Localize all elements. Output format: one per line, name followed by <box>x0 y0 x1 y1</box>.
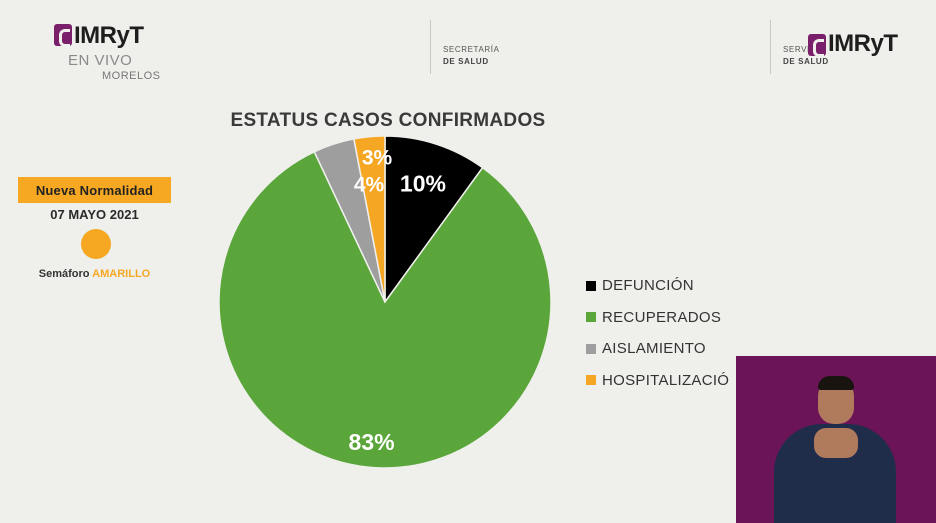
legend-item: HOSPITALIZACIÓ <box>586 365 736 397</box>
logo-left-text: IMRyT <box>74 22 144 49</box>
interpreter-video-inset <box>736 356 936 523</box>
servicios-line1: SERVI <box>783 45 810 54</box>
legend-item: AISLAMIENTO <box>586 333 736 365</box>
pie-label-defunción: 10% <box>400 170 446 196</box>
header-divider <box>430 20 431 74</box>
imryt-mark-icon <box>808 34 826 57</box>
legend-swatch <box>586 280 596 291</box>
pie-slice-hospitalización <box>353 135 386 303</box>
semaforo-light-icon <box>81 229 111 259</box>
semaforo-label: Semáforo AMARILLO <box>18 268 171 280</box>
logo-right-text: IMRyT <box>828 30 898 57</box>
legend-item: DEFUNCIÓN <box>586 270 736 302</box>
pie-slice-defunción <box>384 135 484 305</box>
semaforo-value: AMARILLO <box>92 268 151 280</box>
pie-chart: 10% 83% 4% 3% <box>218 135 552 469</box>
servicios-salud-logo: SERVI DE SALUD <box>783 44 829 68</box>
legend-item: RECUPERADOS <box>586 302 736 334</box>
imryt-logo-left: IMRyT EN VIVO MORELOS <box>54 22 174 84</box>
logo-left-sub2: MORELOS <box>102 70 161 82</box>
interpreter-hands <box>814 428 858 458</box>
report-date: 07 MAYO 2021 <box>50 207 139 222</box>
secretaria-line1: SECRETARÍA <box>443 45 500 54</box>
pie-label-recuperados: 83% <box>349 429 395 455</box>
legend-label: HOSPITALIZACIÓ <box>602 371 730 389</box>
interpreter-hair <box>818 376 854 390</box>
pie-slice-recuperados <box>218 150 552 469</box>
logo-left-sub: EN VIVO <box>68 52 133 69</box>
legend-label: AISLAMIENTO <box>602 340 706 358</box>
header-divider <box>770 20 771 74</box>
pie-label-hospitalización: 3% <box>362 147 393 170</box>
nueva-normalidad-badge: Nueva Normalidad <box>18 177 171 203</box>
servicios-line2: DE SALUD <box>783 57 829 66</box>
semaforo-prefix: Semáforo <box>38 268 93 280</box>
legend-label: RECUPERADOS <box>602 308 722 326</box>
imryt-mark-icon <box>54 24 72 47</box>
secretaria-line2: DE SALUD <box>443 57 489 66</box>
legend-swatch <box>586 343 596 354</box>
chart-title: ESTATUS CASOS CONFIRMADOS <box>230 110 546 131</box>
legend-swatch <box>586 312 596 323</box>
legend-swatch <box>586 375 596 386</box>
imryt-logo-right: IMRyT <box>808 30 928 60</box>
secretaria-salud-logo: SECRETARÍA DE SALUD <box>443 44 500 68</box>
legend-label: DEFUNCIÓN <box>602 277 694 295</box>
chart-legend: DEFUNCIÓN RECUPERADOS AISLAMIENTO HOSPITALI… <box>586 270 736 396</box>
pie-label-aislamiento: 4% <box>354 174 385 197</box>
